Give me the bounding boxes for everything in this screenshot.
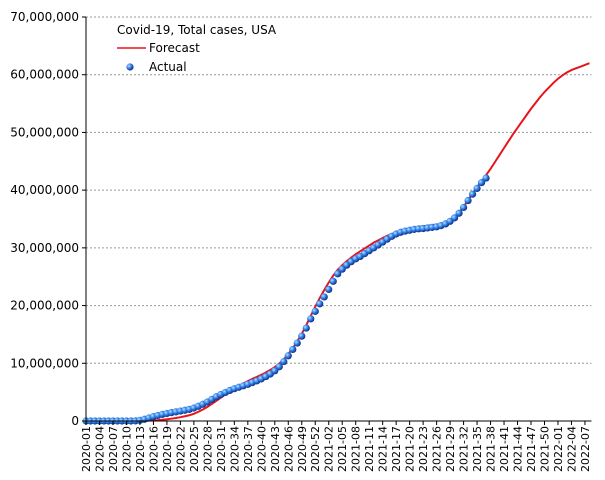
x-tick-label: 2020-01 [80, 426, 93, 472]
x-tick-label: 2021-17 [390, 426, 403, 472]
actual-point [320, 293, 328, 301]
x-tick-label: 2020-52 [309, 426, 322, 472]
x-tick-label: 2020-49 [296, 426, 309, 472]
actual-point [482, 174, 490, 182]
x-tick-label: 2020-28 [201, 426, 214, 472]
actual-point [293, 339, 301, 347]
actual-point [289, 345, 297, 354]
actual-point [334, 270, 342, 278]
actual-point [307, 315, 315, 323]
actual-point [275, 363, 283, 371]
x-tick-label: 2021-02 [323, 426, 336, 472]
actual-point [459, 203, 468, 212]
actual-point [325, 285, 333, 294]
actual-point [329, 277, 337, 285]
legend-swatch [126, 63, 134, 71]
x-tick-label: 2021-47 [525, 426, 538, 472]
x-tick-label: 2020-34 [228, 426, 241, 472]
actual-point [280, 357, 288, 366]
x-tick-label: 2021-50 [538, 426, 551, 472]
actual-point [477, 179, 486, 187]
actual-point [450, 214, 459, 222]
x-tick-label: 2021-35 [471, 426, 484, 472]
legend-label: Forecast [149, 41, 200, 55]
x-tick-label: 2021-32 [458, 426, 471, 472]
y-tick-label: 0 [71, 414, 79, 428]
y-tick-label: 20,000,000 [10, 299, 79, 313]
legend-label: Actual [149, 60, 187, 74]
x-tick-label: 2020-37 [242, 426, 255, 472]
x-tick-label: 2020-13 [134, 426, 147, 472]
legend: Covid-19, Total cases, USA Forecast Actua… [117, 23, 277, 74]
x-tick-label: 2021-08 [350, 426, 363, 472]
x-tick-label: 2020-40 [255, 426, 268, 472]
x-tick-label: 2021-20 [404, 426, 417, 472]
x-tick-label: 2021-29 [444, 426, 457, 472]
chart-title: Covid-19, Total cases, USA [117, 23, 277, 37]
actual-point [468, 190, 477, 198]
x-tick-label: 2021-26 [431, 426, 444, 472]
actual-point [464, 196, 472, 205]
x-tick-label: 2021-44 [512, 426, 525, 472]
x-tick-label: 2022-04 [565, 426, 578, 472]
actual-point [316, 300, 324, 308]
x-tick-label: 2020-10 [120, 426, 133, 472]
x-tick-label: 2020-43 [269, 426, 282, 472]
x-tick-label: 2021-41 [498, 426, 511, 472]
x-tick-label: 2020-04 [93, 426, 106, 472]
x-tick-label: 2022-07 [579, 426, 592, 472]
forecast-line [86, 62, 590, 422]
actual-point [298, 332, 306, 340]
x-tick-label: 2020-25 [188, 426, 201, 472]
y-tick-label: 30,000,000 [10, 241, 79, 255]
y-tick-label: 60,000,000 [10, 68, 79, 82]
x-tick-label: 2020-22 [174, 426, 187, 472]
actual-point [284, 352, 292, 360]
x-tick-label: 2020-19 [161, 426, 174, 472]
x-tick-label: 2020-46 [282, 426, 295, 472]
x-tick-label: 2022-01 [552, 426, 565, 472]
x-tick-label: 2021-38 [485, 426, 498, 472]
x-tick-label: 2021-14 [377, 426, 390, 472]
y-tick-label: 70,000,000 [10, 10, 79, 24]
x-tick-label: 2021-05 [336, 426, 349, 472]
x-tick-label: 2020-31 [215, 426, 228, 472]
y-tick-label: 40,000,000 [10, 183, 79, 197]
actual-point [473, 184, 481, 193]
x-tick-label: 2020-16 [147, 426, 160, 472]
actual-point [302, 324, 310, 332]
actual-point [311, 307, 319, 315]
x-tick-label: 2021-11 [363, 426, 376, 472]
y-tick-label: 50,000,000 [10, 125, 79, 139]
x-tick-label: 2020-07 [107, 426, 120, 472]
actual-point [455, 209, 463, 217]
x-tick-label: 2021-23 [417, 426, 430, 472]
y-tick-label: 10,000,000 [10, 356, 79, 370]
